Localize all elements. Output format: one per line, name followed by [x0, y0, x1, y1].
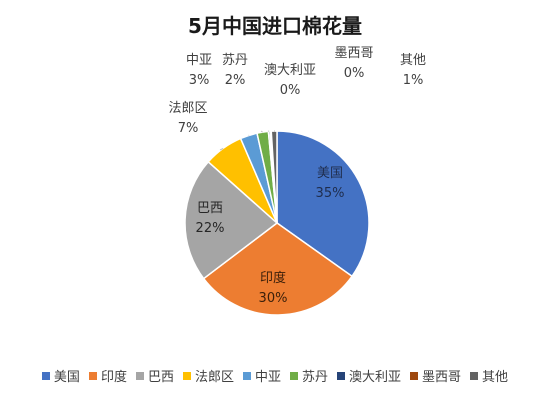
legend-label-3: 法郎区 [194, 370, 234, 385]
slice-percent-label-0: 35% [316, 186, 345, 201]
legend-label-5: 苏丹 [302, 370, 329, 385]
legend-item-7: 墨西哥 [410, 366, 461, 385]
slice-percent-label-5: 2% [225, 73, 246, 88]
slice-percent-label-3: 7% [178, 121, 199, 136]
slice-percent-label-6: 0% [280, 83, 301, 98]
slice-name-label-3: 法郎区 [168, 101, 207, 116]
pie-slice-1 [202, 222, 354, 316]
slice-percent-label-7: 0% [344, 66, 365, 81]
legend-item-4: 中亚 [242, 366, 281, 385]
legend-item-3: 法郎区 [182, 366, 234, 385]
legend-item-6: 澳大利亚 [337, 366, 401, 385]
pie-slice-0 [276, 130, 370, 278]
leader-line-5 [260, 130, 263, 133]
legend-label-8: 其他 [482, 370, 509, 385]
legend-swatch-3 [182, 371, 191, 380]
legend-label-0: 美国 [53, 370, 80, 385]
legend-swatch-0 [41, 371, 50, 380]
pie-slice-2 [184, 160, 279, 280]
slice-percent-label-2: 22% [196, 221, 225, 236]
legend-swatch-6 [337, 371, 346, 380]
chart-title: 5月中国进口棉花量 [188, 14, 362, 38]
legend-label-2: 巴西 [147, 370, 174, 385]
legend-swatch-7 [410, 371, 419, 380]
slice-name-label-4: 中亚 [186, 53, 212, 68]
slice-name-label-8: 其他 [400, 53, 426, 68]
legend-label-4: 中亚 [254, 370, 281, 385]
slice-name-label-2: 巴西 [197, 201, 223, 216]
legend-swatch-1 [88, 371, 97, 380]
slice-name-label-7: 墨西哥 [334, 46, 373, 61]
slice-name-label-5: 苏丹 [222, 52, 248, 68]
legend-swatch-4 [242, 371, 251, 380]
slice-percent-label-8: 1% [403, 73, 424, 88]
legend-swatch-2 [135, 371, 144, 380]
chart-legend: 美国 印度 巴西 法郎区 中亚 苏丹 澳大利亚 墨西哥 其他 [0, 366, 550, 385]
legend-item-2: 巴西 [135, 366, 174, 385]
legend-item-0: 美国 [41, 366, 80, 385]
slice-name-label-0: 美国 [317, 166, 343, 181]
legend-label-6: 澳大利亚 [349, 370, 402, 385]
legend-label-1: 印度 [100, 370, 127, 385]
legend-item-1: 印度 [88, 366, 127, 385]
slice-name-label-6: 澳大利亚 [264, 62, 316, 78]
legend-item-8: 其他 [470, 366, 508, 385]
slice-percent-label-4: 3% [189, 73, 210, 88]
slice-name-label-1: 印度 [260, 270, 286, 286]
legend-item-5: 苏丹 [290, 366, 328, 385]
leader-line-3 [219, 147, 224, 151]
legend-swatch-8 [470, 371, 479, 380]
legend-label-7: 墨西哥 [422, 370, 462, 385]
legend-swatch-5 [290, 371, 298, 380]
slice-percent-label-1: 30% [259, 291, 288, 306]
